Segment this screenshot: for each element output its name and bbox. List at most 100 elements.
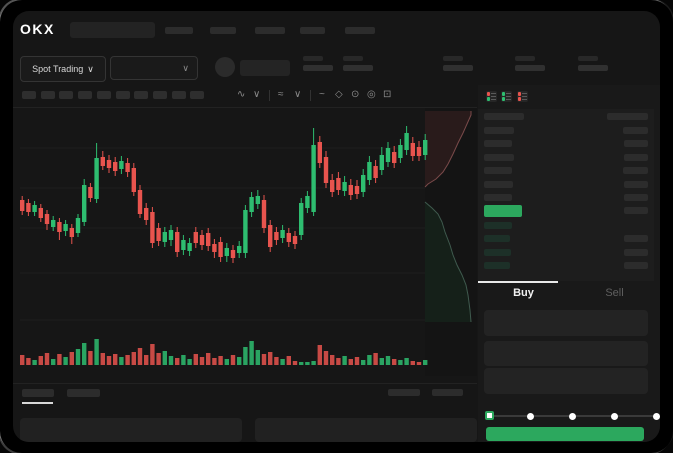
candle-body — [51, 220, 56, 227]
candle-body — [416, 147, 422, 156]
volume-bar — [75, 349, 81, 365]
toolbar-item-placeholder[interactable] — [134, 91, 149, 99]
candle-body — [63, 224, 68, 231]
slider-stop[interactable] — [652, 413, 660, 420]
candle-body — [32, 205, 37, 212]
fullscreen-icon[interactable]: ⊡ — [383, 89, 392, 100]
volume-bar — [94, 339, 99, 365]
top-nav-placeholders — [13, 11, 660, 49]
volume-bar — [392, 359, 397, 365]
ask-row[interactable] — [484, 194, 648, 201]
candle-body — [113, 162, 118, 171]
indicators-caret-icon[interactable]: ∨ — [294, 89, 302, 100]
bid-row[interactable] — [484, 262, 648, 270]
candle-body — [218, 242, 223, 257]
bottom-action-placeholder[interactable] — [388, 389, 420, 396]
tab-buy[interactable]: Buy — [513, 287, 534, 299]
chart-type-icon[interactable]: ∿ — [237, 89, 246, 100]
chart-type-caret-icon[interactable]: ∨ — [253, 89, 261, 100]
toolbar-item-placeholder[interactable] — [115, 91, 130, 99]
order-form-field[interactable] — [484, 310, 648, 336]
slider-stop[interactable] — [610, 413, 618, 420]
bid-row[interactable] — [484, 248, 648, 256]
toolbar-item-placeholder[interactable] — [22, 91, 36, 99]
candle-body — [292, 236, 298, 244]
coin-avatar — [215, 57, 235, 77]
candle-body — [237, 246, 242, 253]
ask-row[interactable] — [484, 167, 648, 175]
volume-bar — [305, 362, 310, 365]
volume-bar — [218, 356, 223, 365]
nav-item-placeholder[interactable] — [345, 27, 375, 34]
candle-body — [330, 180, 335, 192]
depth-bids-line — [424, 201, 472, 323]
last-price-row[interactable] — [484, 207, 648, 214]
nav-item-placeholder[interactable] — [255, 27, 285, 34]
toolbar-item-placeholder[interactable] — [190, 91, 205, 99]
volume-bar — [361, 360, 366, 365]
toolbar-item-placeholder[interactable] — [171, 91, 186, 99]
bottom-action-placeholder[interactable] — [432, 389, 463, 396]
slider-handle[interactable] — [484, 411, 494, 420]
okx-logo: OKX — [20, 21, 55, 37]
candle-body — [361, 175, 366, 192]
stat-placeholder — [303, 56, 337, 71]
bottom-tab-placeholder[interactable] — [67, 389, 100, 397]
volume-bar — [261, 354, 267, 365]
search-input[interactable] — [70, 22, 155, 38]
ask-row[interactable] — [484, 153, 648, 161]
app-screen: OKX Spot Trading ∨ ∨ ∿ ∨ ≈ ∨ ~ ◇ ⊙ ◎ ⊡ — [13, 11, 660, 442]
volume-bar — [373, 353, 378, 365]
market-type-label: Spot Trading — [32, 64, 84, 74]
market-type-selector[interactable]: Spot Trading ∨ — [20, 56, 106, 82]
bottom-tab-placeholder[interactable] — [22, 389, 54, 397]
volume-bar — [106, 356, 112, 365]
candle-body — [305, 196, 310, 208]
order-form-field[interactable] — [484, 368, 648, 394]
volume-bar — [193, 354, 198, 365]
camera-icon[interactable]: ⊙ — [351, 89, 360, 100]
depth-bids-area — [425, 202, 471, 322]
stat-placeholder — [443, 56, 477, 71]
toolbar-item-placeholder[interactable] — [152, 91, 167, 99]
volume-bar — [113, 354, 118, 365]
slider-stop[interactable] — [527, 413, 535, 420]
ask-row[interactable] — [484, 127, 648, 134]
volume-bar — [20, 355, 25, 365]
nav-item-placeholder[interactable] — [210, 27, 236, 34]
settings-gear-icon[interactable]: ◎ — [367, 89, 376, 100]
candle-body — [323, 157, 329, 183]
nav-item-placeholder[interactable] — [165, 27, 193, 34]
book-bids-only-icon[interactable] — [501, 91, 512, 102]
draw-tool-icon[interactable]: ◇ — [335, 89, 343, 100]
volume-bar — [199, 357, 205, 365]
toolbar-item-placeholder[interactable] — [40, 91, 55, 99]
book-both-sides-icon[interactable] — [486, 91, 497, 102]
order-form-field[interactable] — [484, 341, 648, 366]
slider-stop[interactable] — [569, 413, 576, 420]
volume-bar — [416, 362, 422, 365]
toolbar-separator — [310, 90, 311, 101]
toolbar-item-placeholder[interactable] — [78, 91, 93, 99]
ask-row[interactable] — [484, 140, 648, 148]
toolbar-item-placeholder[interactable] — [96, 91, 111, 99]
line-tool-icon[interactable]: ~ — [319, 89, 325, 100]
book-asks-only-icon[interactable] — [517, 91, 528, 102]
ask-row[interactable] — [484, 180, 648, 188]
bid-row[interactable] — [484, 235, 648, 243]
order-book-panel: Buy Sell — [478, 85, 660, 442]
volume-bar — [181, 355, 186, 365]
pair-selector-dropdown[interactable]: ∨ — [110, 56, 198, 80]
order-book-header[interactable] — [484, 113, 648, 120]
tab-sell[interactable]: Sell — [605, 287, 624, 299]
bid-row[interactable] — [484, 222, 648, 229]
candle-body — [206, 233, 211, 246]
toolbar-item-placeholder[interactable] — [59, 91, 74, 99]
candlestick-chart[interactable] — [20, 108, 477, 376]
nav-item-placeholder[interactable] — [300, 27, 325, 34]
candle-body — [187, 243, 192, 251]
volume-bar — [212, 358, 217, 365]
indicators-icon[interactable]: ≈ — [278, 89, 284, 100]
last-price-bar[interactable] — [484, 205, 522, 217]
buy-submit-button[interactable] — [486, 427, 644, 441]
